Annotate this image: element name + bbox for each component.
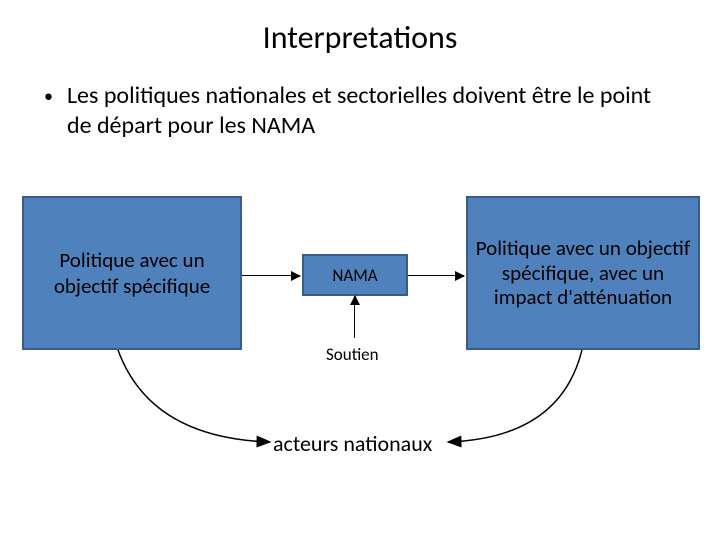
- curve-right-to-actors: [0, 18, 720, 558]
